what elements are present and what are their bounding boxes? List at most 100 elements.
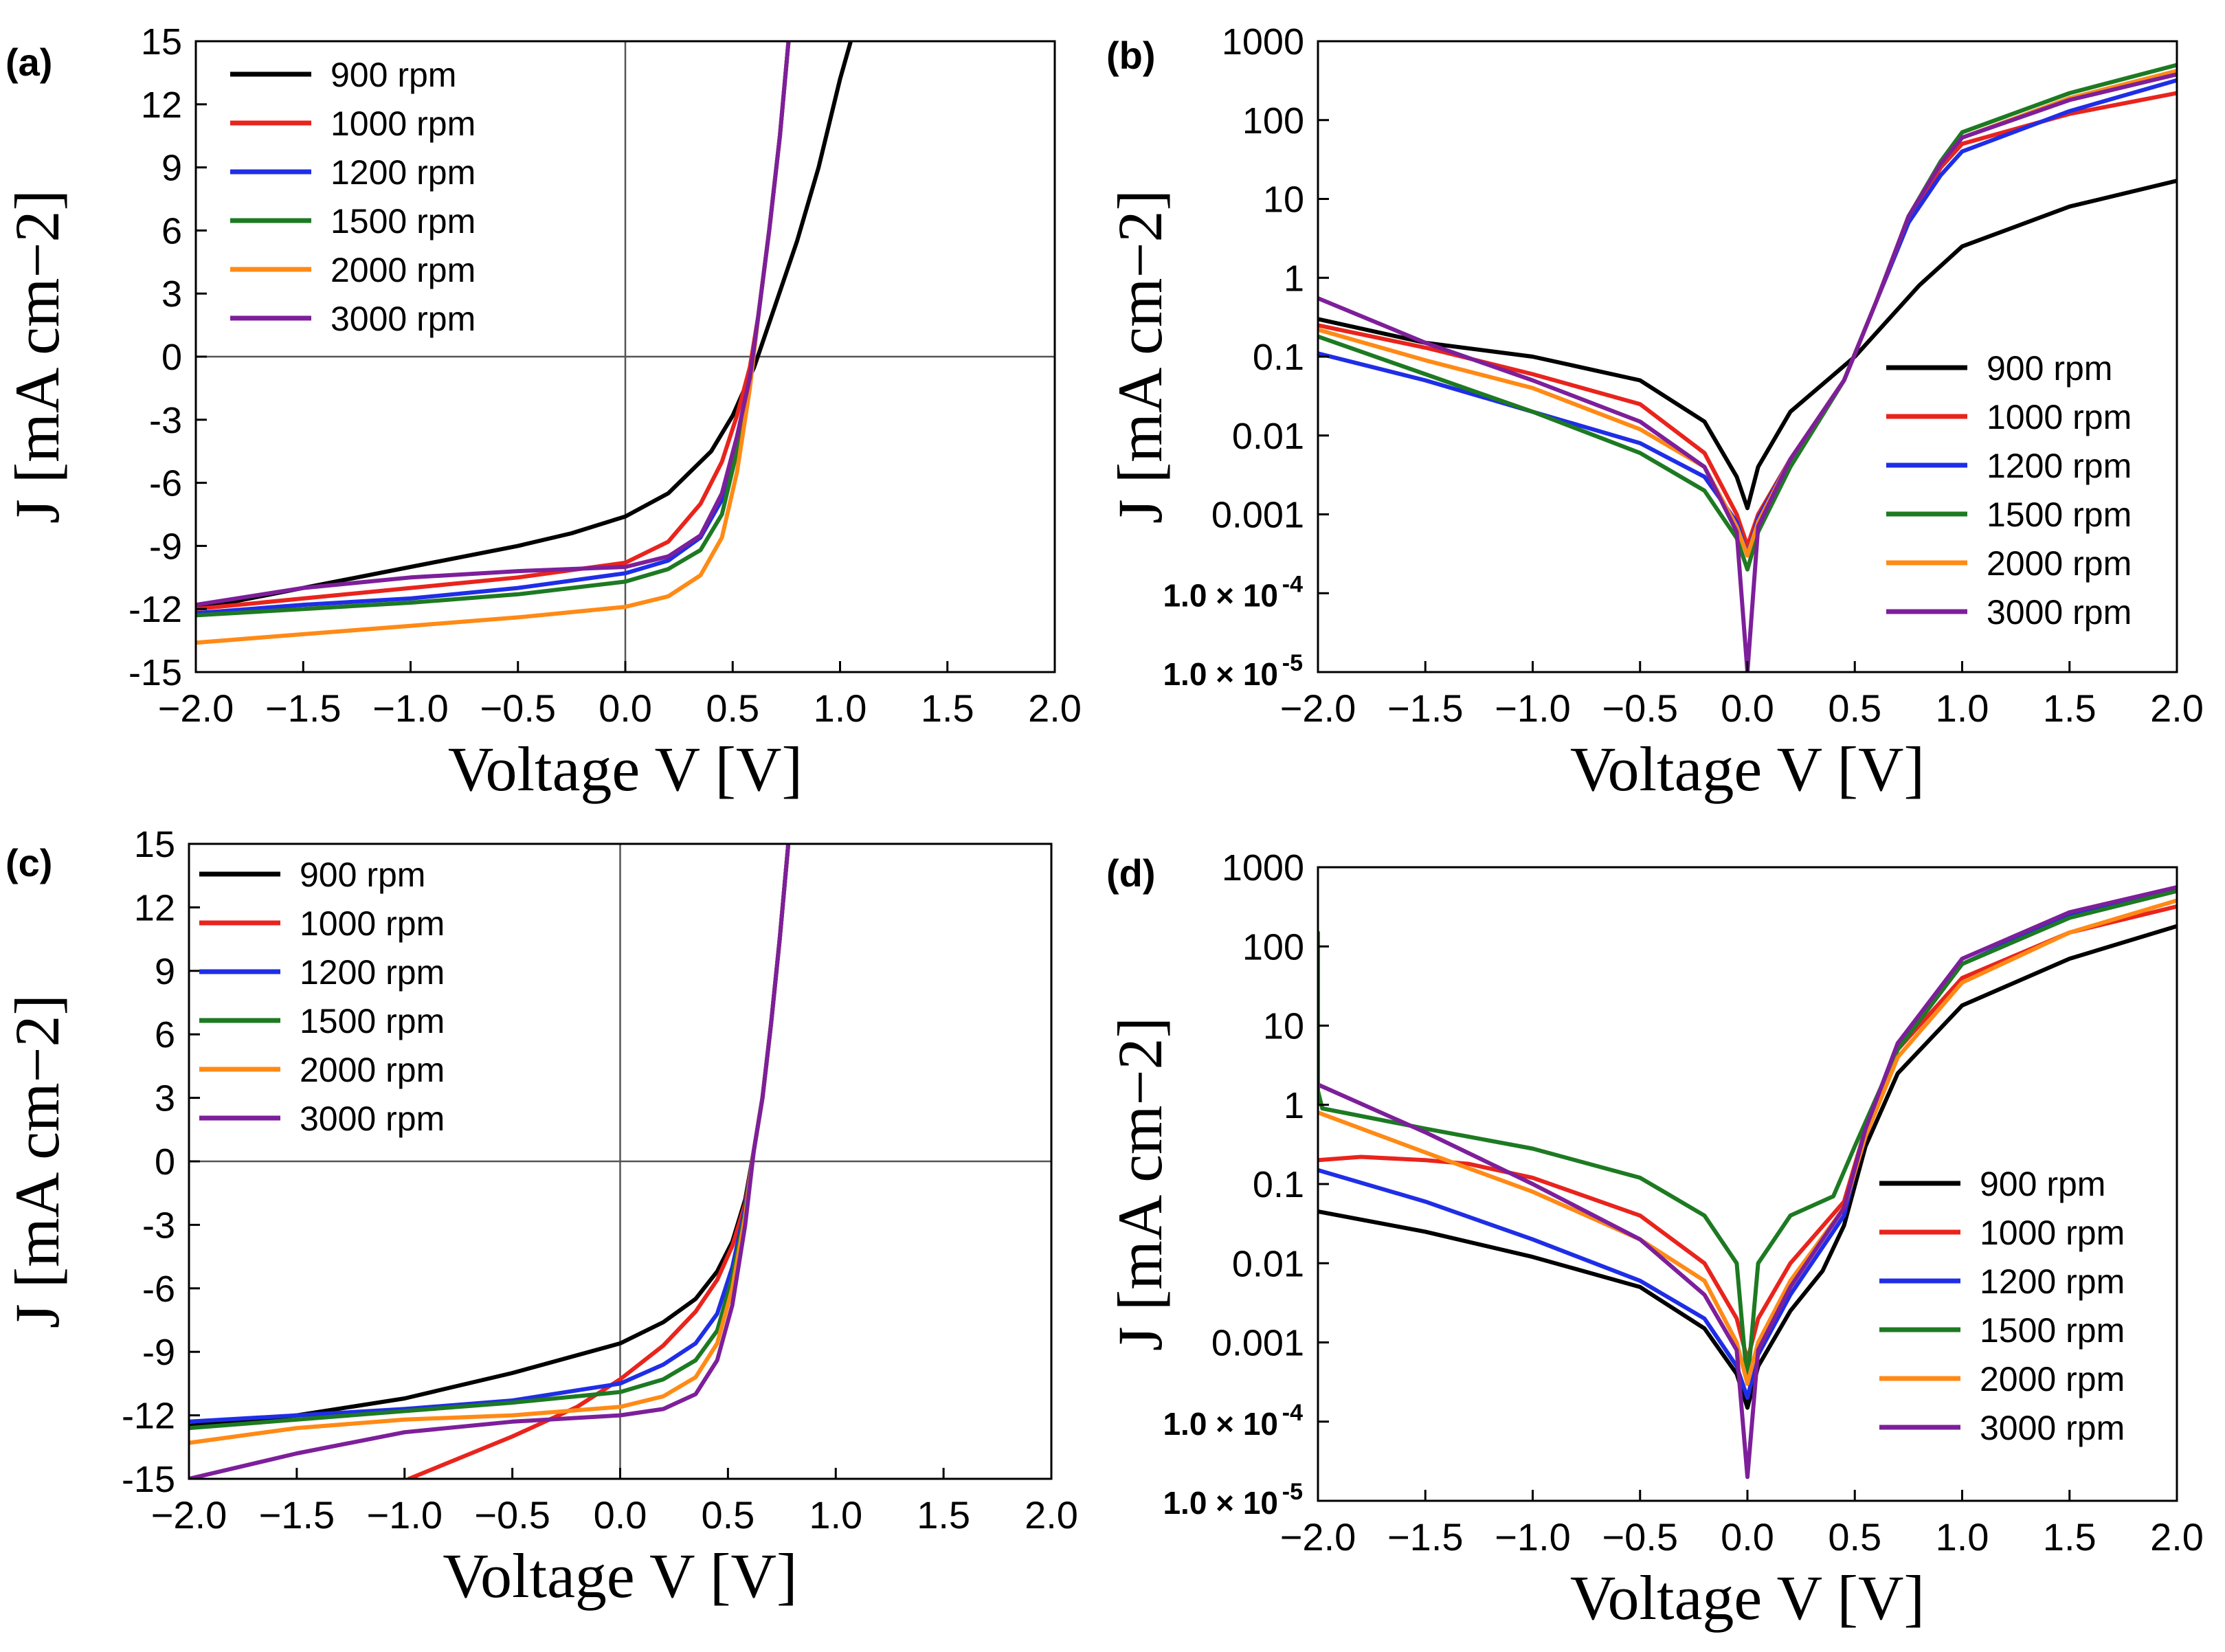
series-line-1200-rpm — [196, 41, 791, 616]
y-tick-label: 10 — [1263, 1006, 1304, 1047]
series-line-1500-rpm — [1318, 63, 2177, 572]
x-tick-label: −1.0 — [1495, 687, 1571, 730]
x-tick-label: −2.0 — [151, 1493, 227, 1537]
y-tick-label: 12 — [134, 887, 175, 928]
x-tick-label: −0.5 — [1602, 687, 1678, 730]
series-line-3000-rpm — [1318, 72, 2177, 672]
y-tick-label: 1.0 × 10 — [1163, 656, 1278, 692]
x-tick-label: 1.0 — [809, 1493, 862, 1537]
legend-label: 1000 rpm — [331, 104, 476, 143]
series-group — [196, 41, 853, 645]
y-tick-label: 0.01 — [1232, 416, 1304, 457]
panel-label: (d) — [1106, 851, 1156, 895]
legend: 900 rpm 1000 rpm 1200 rpm 1500 rpm 2000 rpm 3… — [199, 856, 445, 1138]
y-tick-label: 1 — [1284, 1085, 1304, 1126]
y-tick-exponent: -4 — [1282, 571, 1303, 597]
x-tick-label: 1.0 — [814, 687, 867, 730]
series-line-900-rpm — [196, 41, 853, 612]
chart-panel-3: −2.0 −1.5 −1.0 −0.5 0.0 0.5 1.0 1.5 2.0 15 12 9 6 3 0 -… — [2, 824, 1078, 1611]
y-tick-label: 100 — [1242, 100, 1304, 142]
y-tick-label: -12 — [122, 1396, 175, 1437]
y-tick-label: -3 — [142, 1205, 175, 1246]
legend: 900 rpm 1000 rpm 1200 rpm 1500 rpm 2000 rpm 3… — [1879, 1165, 2125, 1447]
chart-panel-4: −2.0 −1.5 −1.0 −0.5 0.0 0.5 1.0 1.5 2.0100010010… — [1105, 847, 2204, 1633]
panel-label: (c) — [5, 841, 52, 884]
x-tick-label: 1.0 — [1936, 1515, 1989, 1559]
legend: 900 rpm 1000 rpm 1200 rpm 1500 rpm 2000 rpm 3… — [1886, 349, 2132, 632]
x-tick-label: 2.0 — [2150, 687, 2204, 730]
y-tick-label: 0.1 — [1253, 337, 1304, 378]
x-tick-label: 0.5 — [701, 1493, 754, 1537]
y-tick-label: -12 — [128, 589, 182, 630]
series-line-1200-rpm — [189, 844, 791, 1424]
legend-label: 2000 rpm — [300, 1051, 445, 1089]
y-tick-label: 1.0 × 10 — [1163, 1485, 1278, 1521]
x-axis-title: Voltage V [V] — [1570, 734, 1925, 804]
x-tick-label: −2.0 — [1280, 1515, 1356, 1559]
x-tick-label: −1.5 — [259, 1493, 335, 1537]
y-axis-title: J [mA cm−2] — [1105, 190, 1175, 524]
y-tick-label: 15 — [134, 824, 175, 865]
legend-label: 3000 rpm — [331, 300, 476, 338]
series-line-2000-rpm — [1318, 898, 2177, 1386]
series-line-3000-rpm — [1318, 885, 2177, 1480]
y-tick-label: 6 — [161, 210, 182, 252]
x-tick-label: −1.5 — [1387, 687, 1464, 730]
y-tick-label: 0.001 — [1211, 495, 1304, 536]
legend-label: 1500 rpm — [1987, 495, 2132, 534]
y-tick-label: 1.0 × 10 — [1163, 1406, 1278, 1442]
y-tick-label: -6 — [149, 463, 182, 504]
series-line-1500-rpm — [196, 41, 791, 618]
legend-label: 3000 rpm — [1987, 593, 2132, 632]
legend-label: 2000 rpm — [331, 251, 476, 289]
x-tick-label: 1.5 — [921, 687, 974, 730]
panel-label: (a) — [5, 41, 52, 84]
series-line-1000-rpm — [196, 41, 791, 612]
legend-label: 3000 rpm — [1980, 1409, 2125, 1447]
legend-label: 1500 rpm — [331, 202, 476, 241]
series-line-3000-rpm — [189, 844, 791, 1479]
x-tick-label: 2.0 — [1028, 687, 1082, 730]
x-tick-label: 2.0 — [1025, 1493, 1078, 1537]
y-tick-label: 10 — [1263, 179, 1304, 221]
series-line-900-rpm — [1318, 179, 2177, 511]
x-axis-title: Voltage V [V] — [448, 734, 803, 804]
legend-label: 1200 rpm — [331, 153, 476, 192]
y-tick-label: 0.001 — [1211, 1323, 1304, 1364]
y-tick-exponent: -5 — [1282, 650, 1303, 676]
y-tick-exponent: -4 — [1282, 1400, 1303, 1426]
y-tick-label: 3 — [155, 1078, 175, 1119]
legend-label: 900 rpm — [1980, 1165, 2105, 1203]
x-tick-label: 1.5 — [2043, 1515, 2097, 1559]
legend-label: 1000 rpm — [1980, 1214, 2125, 1252]
panel-label: (b) — [1106, 34, 1156, 77]
x-tick-label: −0.5 — [474, 1493, 550, 1537]
legend-label: 900 rpm — [300, 856, 425, 894]
x-tick-label: 1.5 — [917, 1493, 970, 1537]
x-tick-label: 1.5 — [2043, 687, 2097, 730]
legend-label: 1500 rpm — [300, 1002, 445, 1040]
x-tick-label: 0.5 — [1828, 687, 1881, 730]
x-tick-label: 1.0 — [1936, 687, 1989, 730]
y-tick-label: -9 — [142, 1332, 175, 1373]
x-tick-label: 0.5 — [706, 687, 759, 730]
series-line-900-rpm — [1318, 924, 2177, 1410]
y-tick-label: 0.01 — [1232, 1243, 1304, 1284]
y-tick-label: 0 — [155, 1141, 175, 1183]
legend-label: 2000 rpm — [1987, 544, 2132, 583]
series-group — [1318, 63, 2177, 672]
series-line-3000-rpm — [196, 41, 791, 607]
x-axis-title: Voltage V [V] — [443, 1541, 797, 1611]
y-axis-title: J [mA cm−2] — [2, 190, 72, 524]
y-tick-label: 1000 — [1222, 21, 1304, 63]
y-tick-label: 1.0 × 10 — [1163, 577, 1278, 613]
legend-label: 3000 rpm — [300, 1100, 445, 1138]
legend-label: 1000 rpm — [1987, 398, 2132, 436]
y-tick-label: -15 — [128, 652, 182, 693]
y-tick-label: 9 — [155, 951, 175, 992]
x-tick-label: 0.0 — [594, 1493, 647, 1537]
chart-panel-1: −2.0 −1.5 −1.0 −0.5 0.0 0.5 1.0 1.5 2.0 15 12 9 6 3 0 -… — [2, 21, 1082, 804]
y-tick-label: -9 — [149, 526, 182, 567]
series-line-1500-rpm — [1318, 889, 2177, 1386]
